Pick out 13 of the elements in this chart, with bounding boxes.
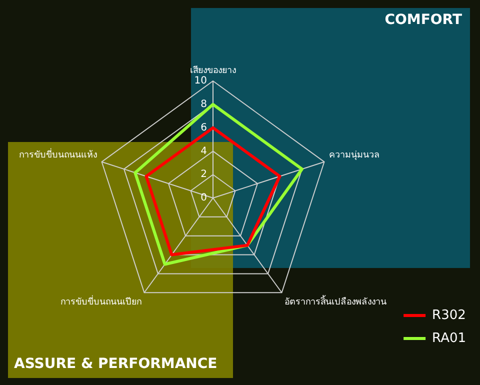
spoke-label: การขับขี่บนถนนแห้ง xyxy=(19,147,97,160)
spoke-label: เสียงของยาง xyxy=(190,64,236,76)
y-tick-label: 6 xyxy=(200,122,207,134)
legend-label: R302 xyxy=(432,308,466,323)
legend-label: RA01 xyxy=(432,330,466,346)
y-tick-label: 4 xyxy=(200,146,207,157)
y-tick-label: 10 xyxy=(194,76,207,87)
y-tick-label: 2 xyxy=(200,169,207,180)
spoke-label: การขับขี่บนถนนเปียก xyxy=(60,294,142,308)
spoke-label: ความนุ่มนวล xyxy=(329,150,380,160)
spoke-label: อัตราการสิ้นเปลืองพลังงาน xyxy=(284,294,387,308)
y-tick-label: 0 xyxy=(200,192,207,204)
y-tick-label: 8 xyxy=(200,99,207,110)
